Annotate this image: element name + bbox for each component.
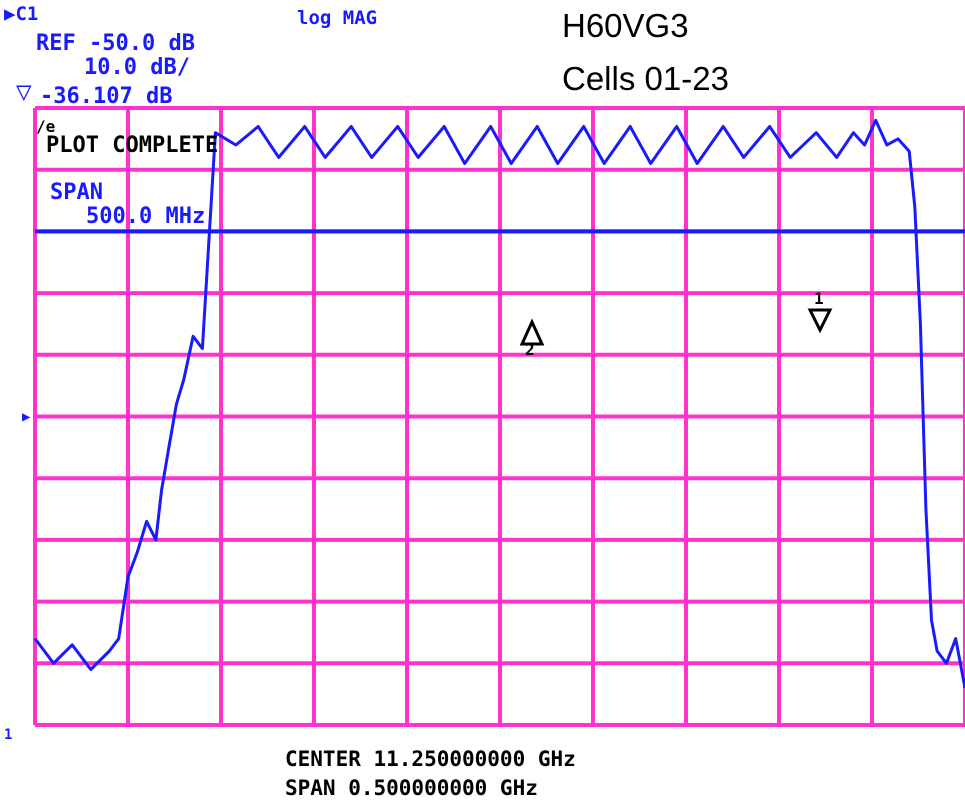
marker-readout: -36.107 dB <box>40 84 172 109</box>
reference-level: REF -50.0 dB <box>36 31 195 56</box>
marker-1-icon <box>807 308 833 334</box>
marker-2-label: 2 <box>525 340 535 359</box>
marker-symbol-icon: ▽ <box>16 77 32 107</box>
measurement-trace <box>33 118 965 689</box>
averaging-mark: /e <box>36 117 55 136</box>
center-frequency: CENTER 11.250000000 GHz <box>285 747 576 771</box>
span-frequency: SPAN 0.500000000 GHz <box>285 776 538 800</box>
format-label: log MAG <box>297 7 377 29</box>
scale-per-division: 10.0 dB/ <box>84 55 190 80</box>
scale-bottom-mark: 1 <box>4 727 12 743</box>
marker-1-label: 1 <box>814 289 824 308</box>
chart-title-line2: Cells 01-23 <box>562 60 729 97</box>
marker-2-icon <box>519 318 545 346</box>
reference-position-icon: ▶ <box>22 409 31 425</box>
chart-title-line1: H60VG3 <box>562 7 689 44</box>
status-message: PLOT COMPLETE <box>46 133 218 158</box>
span-value: 500.0 MHz <box>86 204 205 229</box>
span-label: SPAN <box>50 180 103 205</box>
channel-label: ▶C1 <box>4 3 38 25</box>
